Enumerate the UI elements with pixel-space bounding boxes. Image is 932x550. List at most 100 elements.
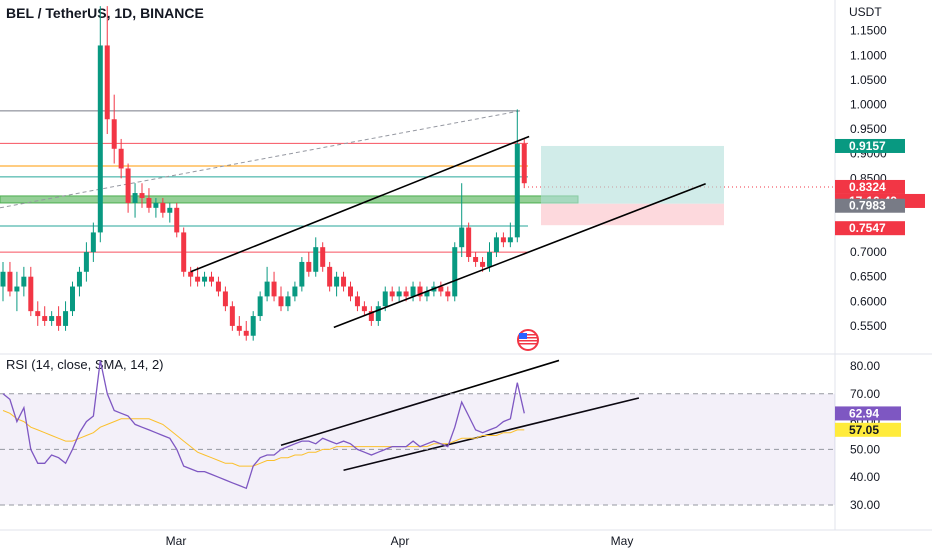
flag-logo-icon [517,329,539,351]
target-zone [541,145,724,204]
candle-body [236,325,242,331]
candle-body [243,330,249,336]
candle-body [424,291,430,297]
price-tick-label: 0.6000 [850,294,887,308]
rsi-ma-line [2,410,525,467]
candle-body [417,286,423,297]
price-label-bg [835,198,905,213]
candle-body [292,286,298,297]
candles [0,6,527,341]
price-tick-label: 1.0000 [850,98,887,112]
candle-body [209,276,214,282]
candle-body [459,227,465,248]
flag-stripe [519,334,537,336]
price-label-bg [835,138,905,153]
price-labels: 0.91570.832417:16:490.79830.754762.9457.… [835,138,925,437]
candle-body [0,271,6,287]
candle-body [389,291,395,297]
price-tick-label: 1.0500 [850,73,887,87]
flag-stripe [519,340,537,342]
candle-body [396,291,402,297]
candle-body [299,261,305,287]
candle-body [97,45,103,233]
candle-body [341,276,347,287]
candle-body [146,197,152,208]
long-position-tool[interactable] [541,145,724,226]
time-tick-label: May [611,534,634,548]
candle-body [306,261,312,272]
flag-stripe [519,337,537,339]
candle-body [327,266,333,287]
candle-body [271,281,277,297]
candle-body [375,306,381,321]
candle-body [466,227,472,258]
candle-body [382,291,388,307]
rsi-value-label: 62.94 [849,406,879,420]
candle-body [410,286,416,297]
candle-body [452,247,458,297]
rsi-tick-label: 70.00 [850,387,880,401]
candle-body [500,237,506,243]
candle-body [90,232,96,253]
flag-canton [519,333,527,339]
price-tick-label: 0.5500 [850,319,887,333]
candle-body [160,202,166,213]
candle-body [70,286,75,312]
candle-body [278,296,284,307]
chart-title: BEL / TetherUS, 1D, BINANCE [6,5,204,21]
channel-line-2 [333,182,706,329]
candle-body [313,247,319,272]
rsi-tick-label: 40.00 [850,470,880,484]
dashed-trend-line [0,110,521,209]
price-label-bg [835,179,905,194]
candle-body [473,257,479,262]
rsi-channel-line-1 [280,359,560,446]
candle-body [361,306,367,312]
price-label: 0.7983 [849,199,886,213]
candle-body [222,291,228,307]
price-tick-label: 1.1000 [850,48,887,62]
candle-body [257,296,263,317]
candle-body [229,306,235,326]
rsi-value-label: 57.05 [849,423,879,437]
candle-body [56,316,62,326]
candle-body [104,45,110,120]
price-tick-label: 0.6500 [850,270,887,284]
candle-body [42,316,48,321]
candle-body [188,271,194,277]
price-tick-label: 0.9500 [850,122,887,136]
candle-body [35,311,41,317]
price-label: 0.8324 [849,180,886,194]
grid [0,0,932,531]
candle-body [83,252,89,272]
candle-body [264,281,270,297]
candle-body [174,207,180,233]
price-label-bg [835,221,905,236]
trend-lines[interactable] [190,135,706,472]
rsi-line [2,360,525,490]
candle-body [49,316,55,321]
candle-body [167,207,173,213]
candle-body [493,237,499,253]
candle-body [403,291,409,297]
candle-body [507,237,513,243]
candle-body [132,193,138,203]
rsi-tick-label: 80.00 [850,359,880,373]
candle-body [111,119,117,149]
price-label: 0.7547 [849,221,886,235]
channel-line-1 [190,135,530,273]
rsi-panel [0,360,835,506]
rsi-value-label-bg [835,406,901,421]
candle-body [63,311,69,326]
rsi-channel-line-2 [343,397,640,472]
candle-body [250,316,256,336]
currency-label: USDT [849,5,882,19]
candle-body [28,276,34,312]
candle-body [139,193,145,198]
candle-body [514,143,520,238]
candle-body [7,271,13,292]
candle-body [368,311,374,321]
time-tick-label: Mar [166,534,187,548]
candle-body [521,143,527,184]
